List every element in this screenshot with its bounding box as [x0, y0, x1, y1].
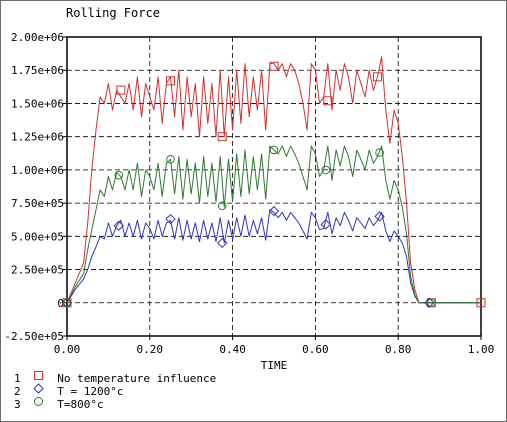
circle-marker [375, 148, 384, 157]
x-tick-label: 0.80 [385, 343, 412, 356]
square-marker [269, 61, 279, 71]
grid-lines [67, 37, 481, 336]
y-tick-label: 1.75e+06 [11, 64, 64, 77]
y-axis: -2.50e+05 0 2.50e+05 5.00e+05 7.50e+05 1.00e+… [4, 31, 67, 343]
marker-layer [61, 61, 486, 308]
circle-marker [114, 170, 124, 180]
series-line-2 [66, 209, 481, 304]
x-tick-label: 0.40 [219, 343, 246, 356]
circle-marker [217, 201, 227, 211]
circle-marker [166, 154, 175, 164]
diamond-marker [268, 205, 280, 217]
y-tick-label: 1.00e+06 [11, 164, 64, 177]
diamond-marker [320, 219, 331, 230]
diamond-marker [61, 297, 73, 308]
square-marker [166, 76, 175, 86]
y-tick-label: 2.50e+05 [11, 264, 64, 277]
square-marker-icon [33, 371, 43, 380]
legend: 1 No temperature influence 2 T = 1200°c … [14, 370, 217, 411]
diamond-marker-icon [32, 383, 44, 394]
x-tick-label: 0.00 [54, 343, 81, 356]
legend-index: 1 [14, 371, 21, 385]
legend-item-1: 1 No temperature influence [14, 370, 217, 385]
square-marker [476, 298, 486, 308]
diamond-marker [374, 211, 385, 222]
circle-marker [321, 165, 331, 175]
diamond-marker [165, 213, 176, 225]
legend-label: No temperature influence [57, 371, 217, 385]
y-tick-label: 2.00e+06 [11, 31, 64, 44]
chart-title: Rolling Force [66, 6, 160, 20]
circle-marker-icon [33, 397, 43, 406]
y-tick-label: 7.50e+05 [11, 197, 64, 210]
x-tick-label: 0.60 [302, 343, 329, 356]
diamond-marker [424, 297, 435, 308]
legend-label: T = 1200°c [57, 384, 124, 398]
series-layer [66, 56, 481, 304]
legend-index: 3 [14, 397, 21, 411]
circle-marker [269, 145, 279, 155]
plot-area [66, 36, 482, 337]
circle-marker [62, 298, 72, 308]
x-tick-label: 1.00 [468, 343, 495, 356]
square-marker [373, 72, 382, 82]
y-tick-label: 5.00e+05 [11, 230, 64, 243]
legend-item-3: 3 T=800°c [14, 396, 216, 411]
series-line-1 [66, 56, 481, 304]
square-marker [116, 85, 126, 95]
legend-item-2: 2 T = 1200°c [14, 383, 216, 398]
legend-index: 2 [14, 384, 21, 398]
x-axis: 0.00 0.20 0.40 0.60 0.80 1.00 [54, 336, 495, 356]
square-marker [217, 132, 227, 142]
x-axis-label: TIME [261, 359, 288, 372]
y-tick-label: -2.50e+05 [4, 330, 64, 343]
diamond-marker [217, 237, 228, 249]
y-tick-label: 1.50e+06 [11, 97, 64, 110]
y-tick-label: 1.25e+06 [11, 131, 64, 144]
series-line-3 [66, 145, 481, 304]
square-marker [323, 96, 333, 106]
legend-label: T=800°c [57, 397, 104, 411]
x-tick-label: 0.20 [137, 343, 164, 356]
y-tick-label: 0 [57, 297, 64, 310]
circle-marker [427, 298, 436, 308]
diamond-marker [113, 220, 124, 231]
